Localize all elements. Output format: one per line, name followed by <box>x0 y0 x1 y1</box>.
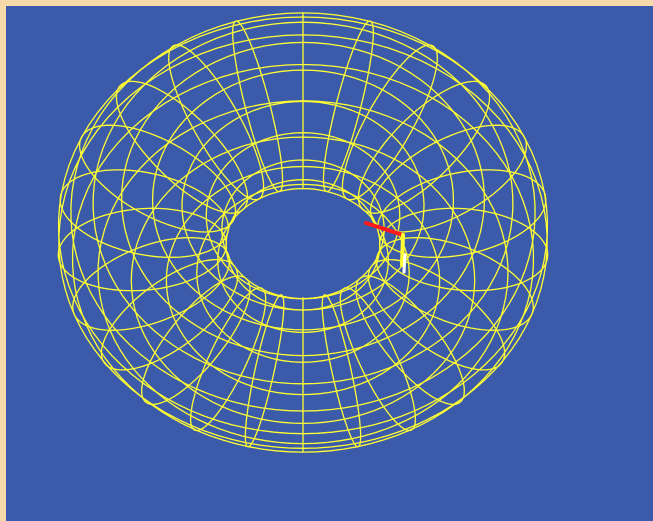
torus-parallel-line <box>151 69 455 331</box>
torus-parallel-line <box>205 132 401 300</box>
torus-parallel-line <box>165 165 441 396</box>
z-axis-line <box>402 253 407 274</box>
torus-parallel-line <box>130 136 476 425</box>
torus-wireframe <box>57 12 549 453</box>
y-axis-line <box>400 233 405 267</box>
x-axis-line <box>364 221 405 237</box>
axis-marker <box>364 221 407 274</box>
wireframe-scene[interactable] <box>6 6 653 521</box>
torus-parallel-line <box>196 183 410 363</box>
torus-parallel-line <box>92 21 514 385</box>
torus-parallel-line <box>120 41 486 357</box>
torus-parallel-line <box>225 179 381 311</box>
3d-viewport[interactable] <box>6 6 653 521</box>
torus-parallel-line <box>217 187 389 333</box>
torus-parallel-line <box>71 63 535 453</box>
torus-parallel-line <box>58 34 548 449</box>
torus-parallel-line <box>70 12 536 412</box>
torus-parallel-line <box>221 159 385 300</box>
torus-parallel-line <box>57 16 549 435</box>
viewport-background <box>6 6 653 521</box>
torus-parallel-line <box>181 100 425 311</box>
torus-parallel-line <box>97 100 509 445</box>
